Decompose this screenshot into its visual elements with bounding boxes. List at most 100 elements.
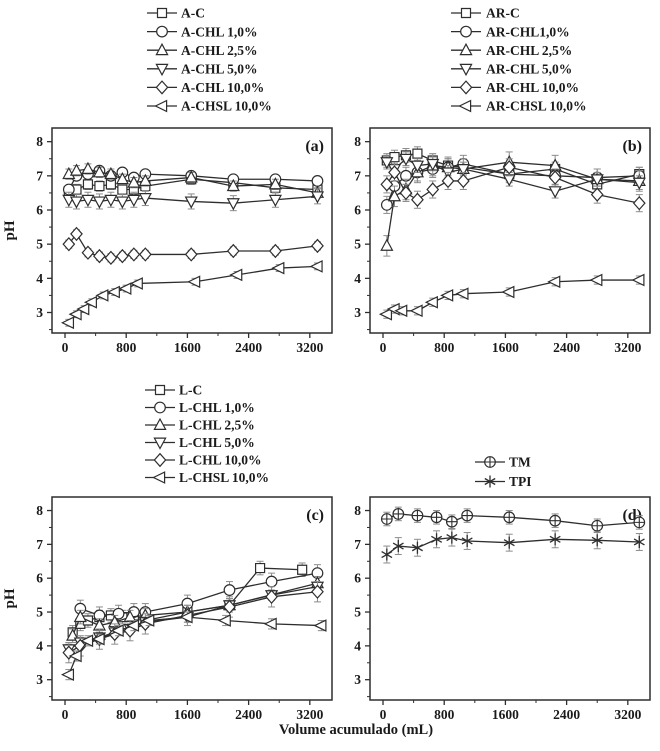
- series-A-CHSL 10,0%: [60, 260, 323, 330]
- legend-item: L-CHL 2,5%: [145, 418, 255, 433]
- x-tick-label: 2400: [235, 707, 262, 722]
- y-tick-label: 4: [354, 638, 361, 653]
- panel-c: 0 800 1600 2400 3200 3 4 5 6 7 8 (c) pH L-C L-CHL 1,0%…: [2, 383, 333, 722]
- x-tick-label: 2400: [235, 340, 262, 355]
- y-tick-label: 7: [36, 168, 43, 183]
- series-A-CHL 5,0%: [62, 188, 325, 212]
- legend-label: L-CHL 2,5%: [179, 418, 255, 433]
- legend-label: L-CHL 10,0%: [179, 453, 262, 468]
- x-tick-label: 3200: [614, 707, 641, 722]
- x-tick-label: 1600: [492, 707, 519, 722]
- y-tick-label: 5: [36, 237, 43, 252]
- x-tick-label: 1600: [492, 340, 519, 355]
- y-tick-label: 6: [36, 571, 43, 586]
- legend: AR-C AR-CHL1,0% AR-CHL 2,5% AR-CHL 5,0% AR-C…: [451, 6, 587, 114]
- series-AR-CHL 10,0%: [380, 158, 646, 213]
- legend-item: A-C: [147, 6, 205, 21]
- y-tick-label: 6: [354, 571, 361, 586]
- legend-label: A-C: [181, 6, 205, 21]
- y-tick-label: 4: [36, 271, 43, 286]
- series-TM: [380, 506, 646, 534]
- y-tick-label: 8: [354, 134, 361, 149]
- series-L-CHSL 10,0%: [60, 610, 327, 681]
- legend-label: A-CHL 1,0%: [181, 24, 258, 39]
- legend-item: AR-CHL 10,0%: [451, 80, 579, 95]
- legend-label: A-CHL 10,0%: [181, 80, 264, 95]
- legend-label: L-C: [179, 383, 202, 398]
- series-A-CHL 10,0%: [62, 226, 324, 266]
- x-tick-label: 800: [434, 340, 455, 355]
- legend: A-C A-CHL 1,0% A-CHL 2,5% A-CHL 5,0% A-CHL 1…: [147, 6, 272, 114]
- legend-label: AR-CHL 2,5%: [486, 43, 572, 58]
- legend-label: AR-CHSL 10,0%: [486, 99, 587, 114]
- legend-label: AR-CHL 5,0%: [486, 62, 572, 77]
- y-tick-label: 3: [36, 672, 43, 687]
- x-tick-label: 0: [380, 707, 387, 722]
- series-AR-CHSL 10,0%: [378, 273, 645, 321]
- x-tick-label: 800: [434, 707, 455, 722]
- legend-label: L-CHL 5,0%: [179, 435, 255, 450]
- legend: L-C L-CHL 1,0% L-CHL 2,5% L-CHL 5,0% L-CHL 1…: [145, 383, 269, 485]
- y-tick-label: 8: [354, 503, 361, 518]
- x-tick-label: 2400: [553, 707, 580, 722]
- panel-a: 0 800 1600 2400 3200 3 4 5 6 7 8 (a) pH A-C A-CHL 1,0%…: [2, 6, 333, 355]
- legend-label: TM: [509, 455, 531, 470]
- panel-label: (c): [306, 507, 324, 524]
- x-tick-label: 2400: [553, 340, 580, 355]
- y-tick-label: 8: [36, 134, 43, 149]
- x-tick-label: 800: [116, 707, 137, 722]
- legend-item: AR-CHL 2,5%: [451, 43, 572, 58]
- legend-label: TPI: [509, 474, 532, 489]
- legend-item: L-CHL 1,0%: [145, 400, 255, 415]
- x-tick-label: 3200: [296, 707, 323, 722]
- legend-item: A-CHL 5,0%: [147, 62, 258, 77]
- legend-label: AR-CHL 10,0%: [486, 80, 579, 95]
- y-tick-label: 3: [354, 672, 361, 687]
- y-tick-label: 6: [354, 203, 361, 218]
- legend-item: AR-C: [451, 6, 520, 21]
- y-tick-label: 4: [36, 638, 43, 653]
- y-tick-label: 7: [36, 537, 43, 552]
- legend-item: L-C: [145, 383, 202, 398]
- legend-item: AR-CHSL 10,0%: [451, 99, 587, 114]
- legend-label: L-CHSL 10,0%: [179, 470, 269, 485]
- axes: 0 800 1600 2400 3200 3 4 5 6 7 8: [354, 503, 641, 722]
- y-tick-label: 3: [36, 305, 43, 320]
- series-TPI: [381, 528, 645, 564]
- legend-item: TM: [475, 455, 531, 470]
- axes: 0 800 1600 2400 3200 3 4 5 6 7 8: [354, 134, 641, 355]
- legend-item: L-CHL 5,0%: [145, 435, 255, 450]
- x-tick-label: 1600: [174, 340, 201, 355]
- legend-item: A-CHL 1,0%: [147, 24, 258, 39]
- legend-item: L-CHL 10,0%: [145, 453, 262, 468]
- legend-item: AR-CHL 5,0%: [451, 62, 572, 77]
- legend-label: A-CHSL 10,0%: [181, 99, 272, 114]
- x-tick-label: 0: [62, 340, 69, 355]
- y-tick-label: 8: [36, 503, 43, 518]
- legend-item: AR-CHL1,0%: [451, 24, 570, 39]
- x-axis-title: Volume acumulado (mL): [278, 722, 434, 738]
- legend: TM TPI: [475, 455, 532, 489]
- axes: 0 800 1600 2400 3200 3 4 5 6 7 8: [36, 503, 323, 722]
- y-tick-label: 3: [354, 305, 361, 320]
- y-tick-label: 7: [354, 168, 361, 183]
- x-tick-label: 3200: [296, 340, 323, 355]
- panel-label: (a): [305, 138, 324, 155]
- y-axis-title: pH: [2, 220, 18, 240]
- x-tick-label: 1600: [174, 707, 201, 722]
- legend-item: A-CHL 2,5%: [147, 43, 258, 58]
- legend-item: A-CHSL 10,0%: [147, 99, 272, 114]
- y-tick-label: 7: [354, 537, 361, 552]
- legend-item: TPI: [475, 474, 532, 489]
- y-tick-label: 5: [354, 237, 361, 252]
- axes: 0 800 1600 2400 3200 3 4 5 6 7 8: [36, 134, 323, 355]
- legend-label: L-CHL 1,0%: [179, 400, 255, 415]
- y-axis-title: pH: [2, 588, 18, 608]
- legend-item: L-CHSL 10,0%: [145, 470, 269, 485]
- x-tick-label: 3200: [614, 340, 641, 355]
- y-tick-label: 4: [354, 271, 361, 286]
